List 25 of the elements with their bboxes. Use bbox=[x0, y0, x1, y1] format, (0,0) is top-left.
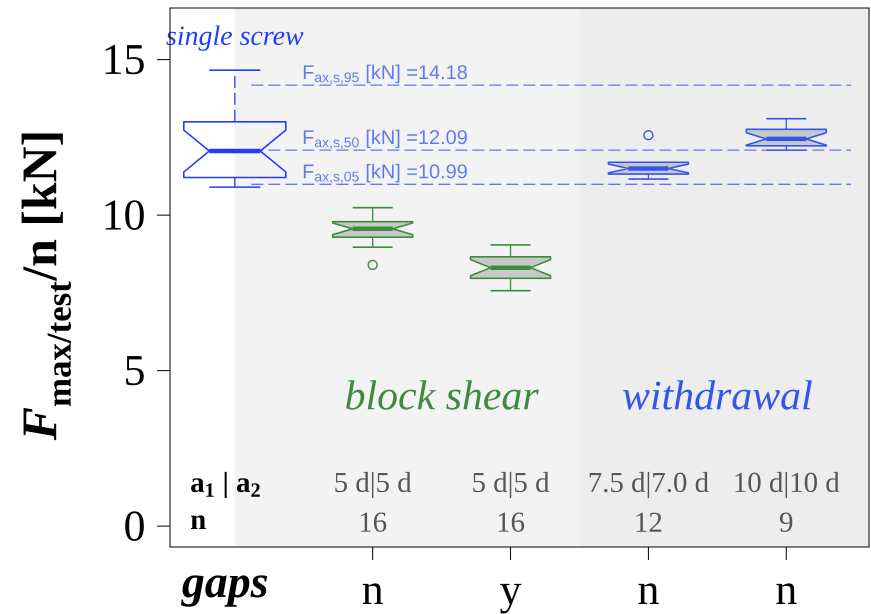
y-tick-label: 5 bbox=[126, 356, 144, 386]
text: n bbox=[190, 515, 206, 529]
x-tick-label: n bbox=[362, 583, 383, 604]
annotation: 5 d|5 d bbox=[473, 472, 550, 498]
text: block shear bbox=[346, 380, 539, 410]
y-tick-label: 10 bbox=[106, 200, 144, 230]
annotation: 9 bbox=[780, 512, 792, 532]
y-tick-label: 0 bbox=[125, 511, 144, 541]
annotation: 7.5 d|7.0 d bbox=[590, 472, 709, 498]
annotation: 10 d|10 d bbox=[735, 472, 840, 498]
annotation: a$_{1}$ | a$_{2}$ bbox=[191, 472, 260, 498]
text: withdrawal bbox=[623, 380, 812, 410]
ref-line-label: F$_{ax,s,05}$ [kN] =10.99 bbox=[304, 164, 467, 184]
ref-line-label: F$_{ax,s,50}$ [kN] =12.09 bbox=[304, 130, 467, 149]
y-axis-title: F$_{max/test}$/n [kN] bbox=[22, 134, 71, 440]
x-tick-label: n bbox=[638, 583, 659, 604]
x-tick-label: n bbox=[776, 583, 797, 604]
annotation: 16 bbox=[360, 512, 386, 532]
y-tick-label: 15 bbox=[106, 44, 144, 74]
x-tick-label: y bbox=[500, 584, 522, 614]
annotation: 12 bbox=[636, 512, 662, 532]
annotation: 5 d|5 d bbox=[335, 472, 412, 498]
annotation: 16 bbox=[498, 512, 524, 532]
x-axis-title: gaps bbox=[181, 575, 268, 607]
ref-line-label: F$_{ax,s,95}$ [kN] =14.18 bbox=[304, 64, 467, 84]
